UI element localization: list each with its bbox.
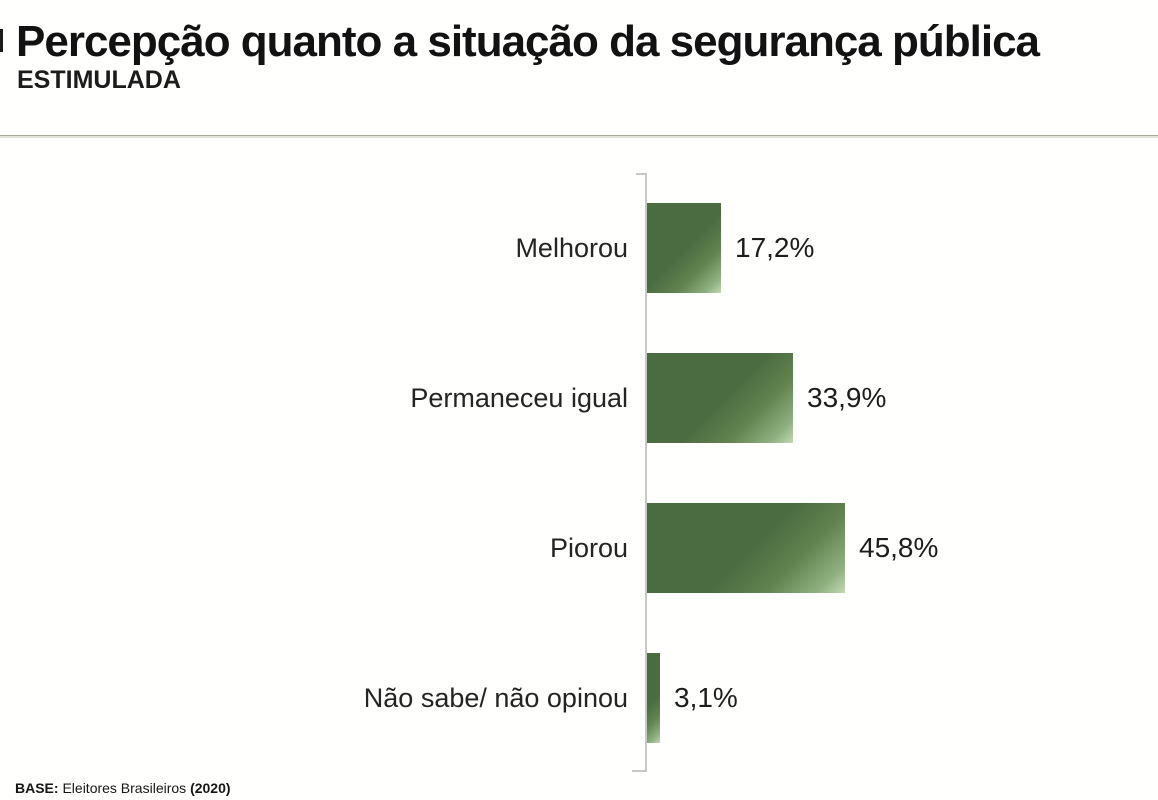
- page-title: Percepção quanto a situação da segurança…: [16, 17, 1040, 66]
- bar-row: Piorou 45,8%: [0, 503, 1158, 593]
- category-label: Piorou: [549, 533, 628, 563]
- value-label: 3,1%: [674, 682, 738, 713]
- category-label: Não sabe/ não opinou: [363, 683, 628, 713]
- y-axis-line: [645, 173, 647, 772]
- category-label: Melhorou: [515, 233, 628, 263]
- base-note-label: BASE:: [15, 780, 59, 796]
- bar-row: Não sabe/ não opinou 3,1%: [0, 653, 1158, 743]
- header-divider: [0, 135, 1158, 138]
- bar: [647, 653, 660, 743]
- value-label: 45,8%: [859, 532, 939, 563]
- left-edge-crop-artifact: [0, 29, 3, 52]
- base-note: BASE: Eleitores Brasileiros (2020): [15, 780, 231, 796]
- y-axis-bottom-tick: [632, 770, 645, 772]
- value-label: 17,2%: [735, 232, 815, 263]
- bar: [647, 503, 845, 593]
- bar: [647, 203, 721, 293]
- y-axis-top-tick: [636, 173, 645, 175]
- bar-row: Melhorou 17,2%: [0, 203, 1158, 293]
- bar-row: Permaneceu igual 33,9%: [0, 353, 1158, 443]
- category-label: Permaneceu igual: [410, 383, 628, 413]
- bar: [647, 353, 793, 443]
- page-subtitle: ESTIMULADA: [17, 66, 181, 94]
- base-note-text: Eleitores Brasileiros: [62, 780, 187, 796]
- base-note-year: (2020): [190, 780, 231, 796]
- value-label: 33,9%: [807, 382, 887, 413]
